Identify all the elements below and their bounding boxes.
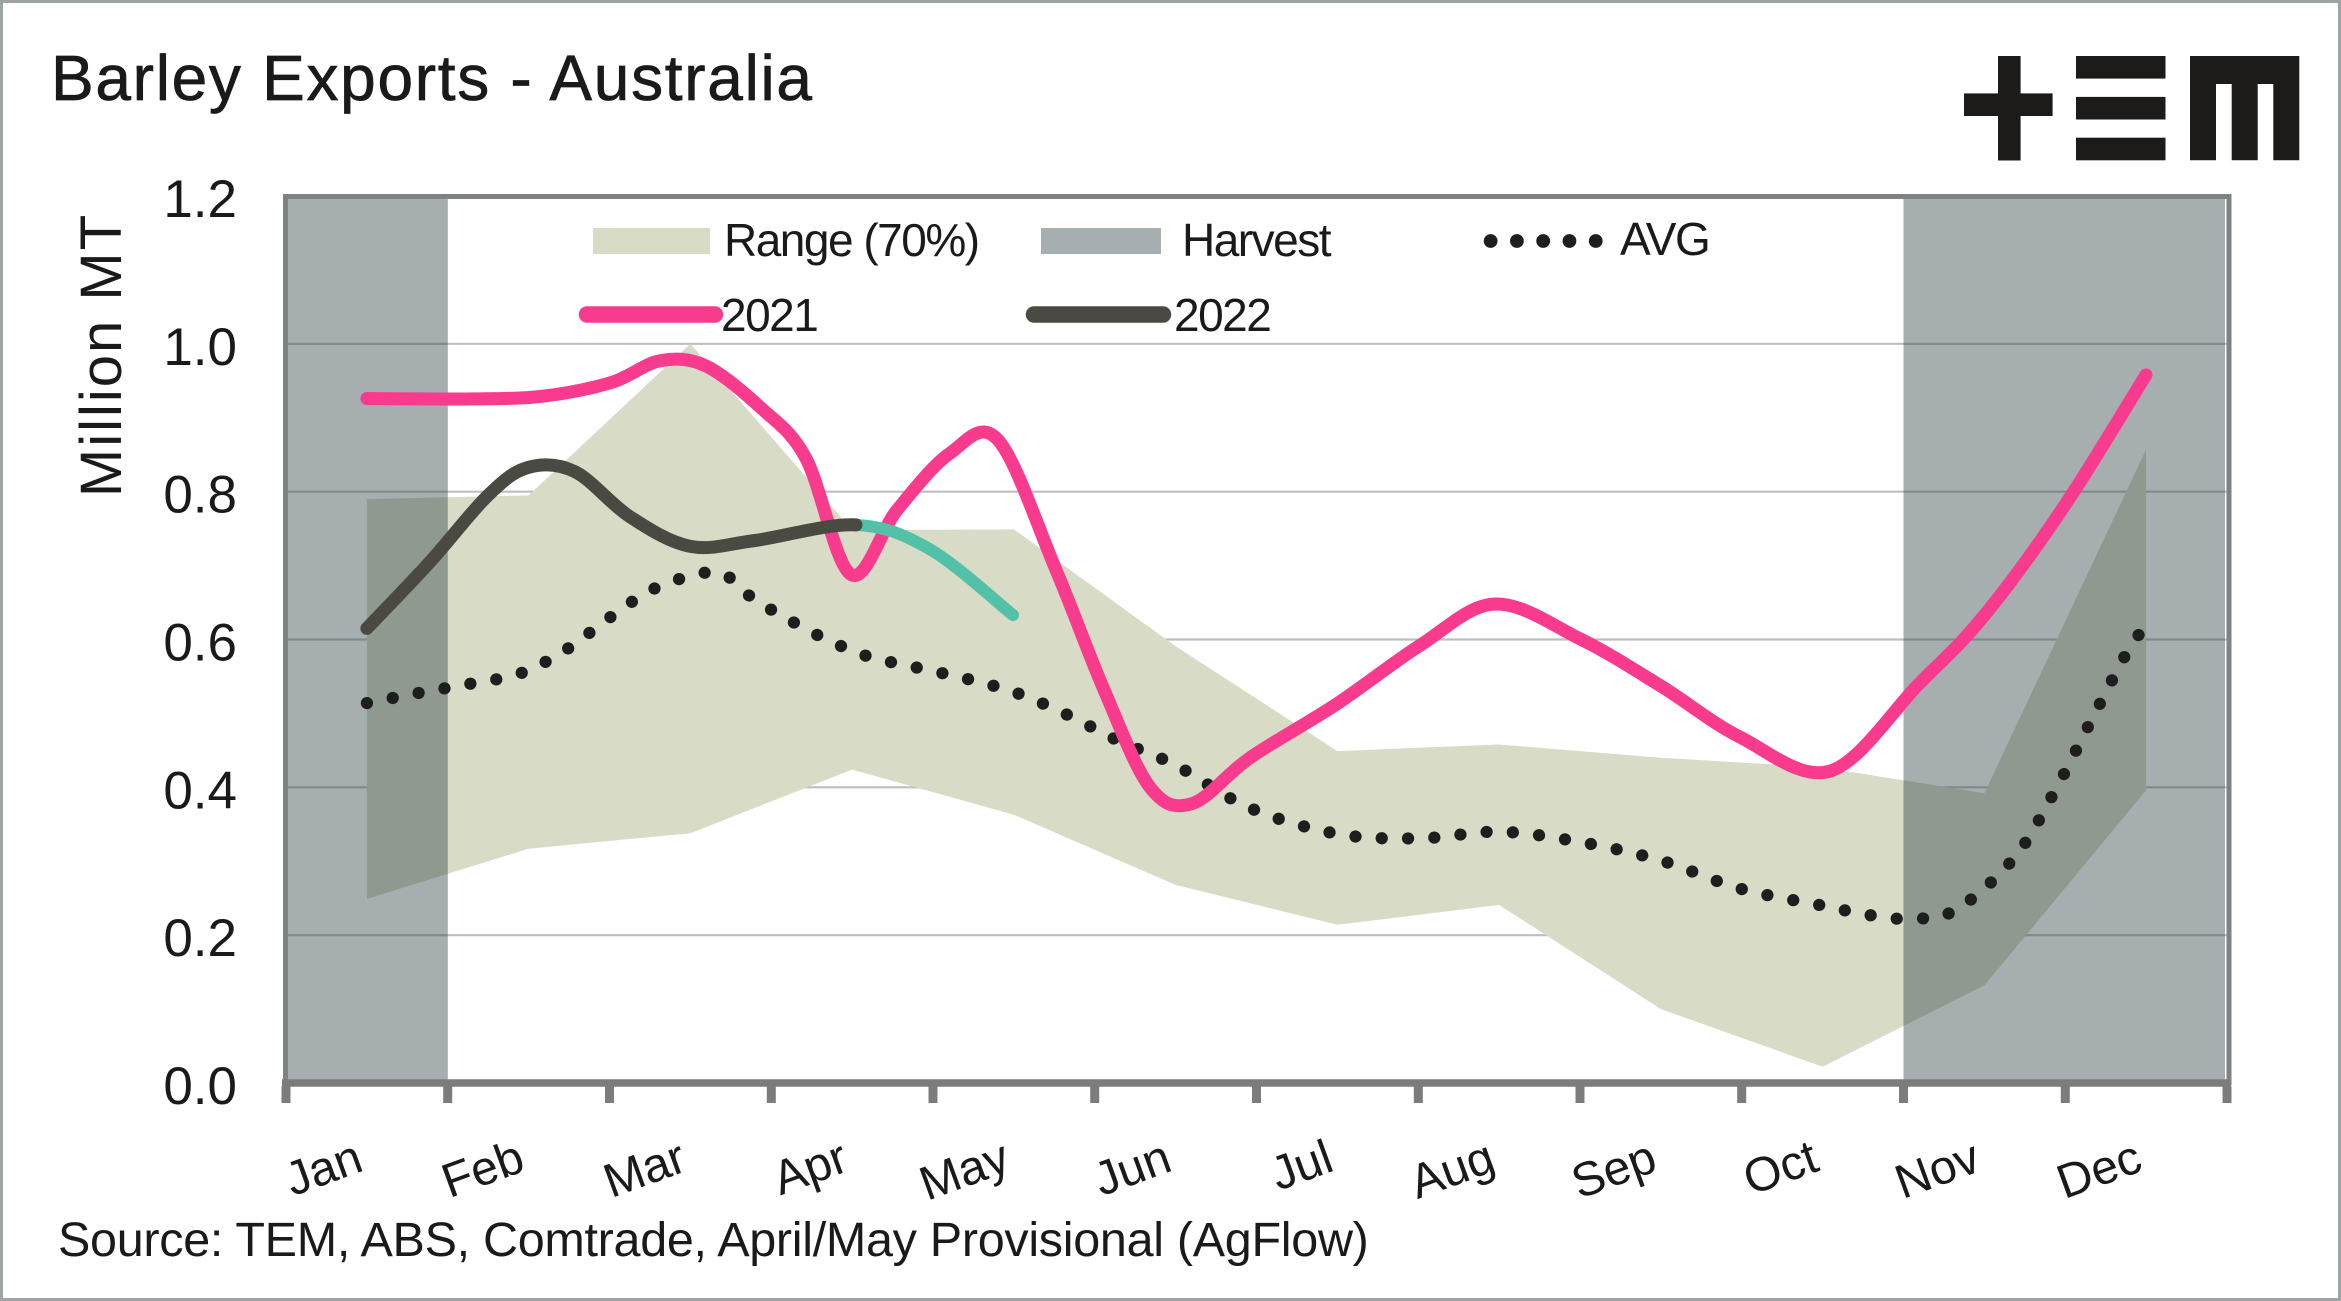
svg-text:Range (70%): Range (70%) (724, 214, 979, 266)
svg-text:1.2: 1.2 (163, 170, 237, 229)
svg-text:0.4: 0.4 (163, 761, 237, 820)
svg-text:0.6: 0.6 (163, 614, 237, 673)
svg-text:Barley Exports - Australia: Barley Exports - Australia (51, 42, 814, 114)
svg-text:2022: 2022 (1174, 289, 1270, 341)
svg-text:0.2: 0.2 (163, 909, 237, 968)
svg-text:1.0: 1.0 (163, 318, 237, 377)
svg-text:AVG: AVG (1620, 213, 1709, 265)
svg-text:0.8: 0.8 (163, 466, 237, 525)
svg-text:Source: TEM, ABS, Comtrade, Ap: Source: TEM, ABS, Comtrade, April/May Pr… (58, 1213, 1369, 1267)
svg-text:0.0: 0.0 (163, 1057, 237, 1116)
svg-text:2021: 2021 (721, 289, 817, 341)
svg-text:Harvest: Harvest (1182, 214, 1332, 266)
svg-text:Million MT: Million MT (69, 213, 134, 497)
